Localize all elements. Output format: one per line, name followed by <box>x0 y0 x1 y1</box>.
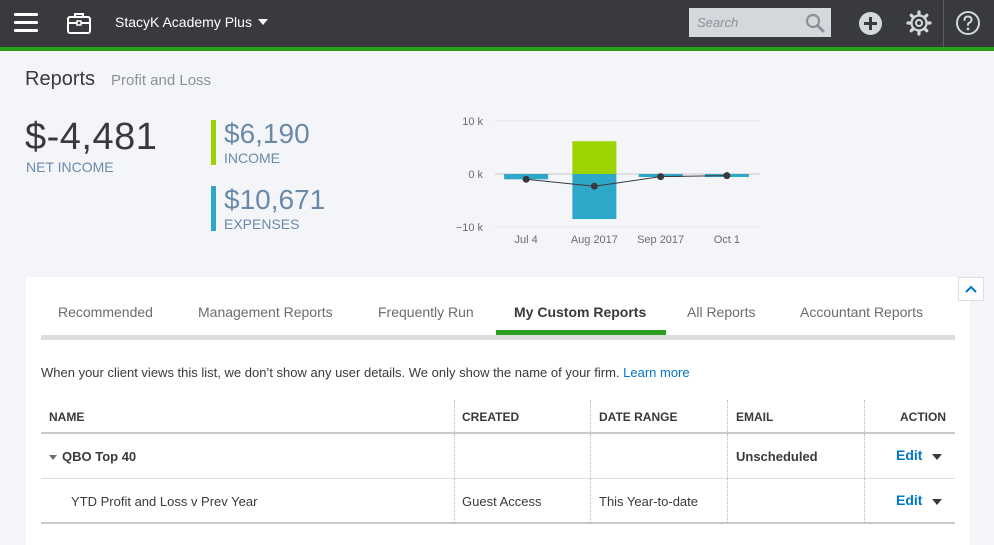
tab-my-custom-reports[interactable]: My Custom Reports <box>514 304 647 320</box>
expenses-value[interactable]: $10,671 <box>224 184 326 215</box>
collapse-button[interactable] <box>958 277 984 301</box>
column-divider <box>727 479 728 522</box>
date-range-cell: This Year-to-date <box>599 494 699 509</box>
help-icon[interactable] <box>955 10 981 36</box>
company-switcher[interactable]: StacyK Academy Plus <box>115 14 268 30</box>
net-income-line <box>526 175 727 187</box>
gear-icon[interactable] <box>906 10 932 36</box>
column-header-email[interactable]: EMAIL <box>736 410 774 424</box>
net-income-value: $-4,481 <box>25 116 158 158</box>
y-tick-label: 10 k <box>462 116 483 128</box>
learn-more-link[interactable]: Learn more <box>623 365 690 380</box>
income-label: INCOME <box>224 150 280 166</box>
edit-link[interactable]: Edit <box>896 492 923 508</box>
report-name-link[interactable]: YTD Profit and Loss v Prev Year <box>71 494 258 509</box>
tab-recommended[interactable]: Recommended <box>58 304 153 320</box>
expense-bar <box>572 174 617 220</box>
table-header: NAME CREATED DATE RANGE EMAIL ACTION <box>41 400 955 434</box>
reports-panel <box>26 277 970 545</box>
search-input[interactable] <box>689 8 831 37</box>
income-indicator-bar <box>211 120 216 165</box>
tab-all-reports[interactable]: All Reports <box>687 304 756 320</box>
group-name: QBO Top 40 <box>62 449 137 464</box>
custom-reports-table: NAME CREATED DATE RANGE EMAIL ACTION QBO… <box>41 400 955 524</box>
topbar-accent-stripe <box>0 47 994 51</box>
x-tick-label: Aug 2017 <box>571 234 618 246</box>
x-tick-label: Oct 1 <box>714 234 740 246</box>
x-tick-label: Jul 4 <box>515 234 538 246</box>
expenses-indicator-bar <box>211 186 216 231</box>
expand-collapse-icon[interactable] <box>49 455 57 460</box>
column-divider <box>454 434 455 478</box>
briefcase-icon[interactable] <box>66 10 92 36</box>
search-icon[interactable] <box>805 13 825 33</box>
created-cell: Guest Access <box>462 494 542 509</box>
edit-link[interactable]: Edit <box>896 447 923 463</box>
income-bar <box>572 141 617 174</box>
column-divider <box>864 479 865 522</box>
privacy-notice: When your client views this list, we don… <box>41 365 690 380</box>
column-header-date-range[interactable]: DATE RANGE <box>599 410 678 424</box>
net-income-label: NET INCOME <box>26 159 114 175</box>
page-subtitle: Profit and Loss <box>111 72 212 89</box>
column-divider <box>727 434 728 478</box>
tab-management-reports[interactable]: Management Reports <box>198 304 333 320</box>
column-divider <box>727 400 728 432</box>
chevron-up-icon <box>965 285 977 293</box>
x-tick-label: Sep 2017 <box>637 234 684 246</box>
table-row: YTD Profit and Loss v Prev Year Guest Ac… <box>41 479 955 524</box>
profit-loss-chart: 10 k 0 k −10 k Jul 4 Aug 2017 Sep 2017 Oct 1 <box>456 116 760 246</box>
column-divider <box>454 400 455 432</box>
net-income-point <box>590 182 598 190</box>
chevron-down-icon[interactable] <box>932 454 942 460</box>
net-income-point <box>723 172 731 180</box>
tab-accountant-reports[interactable]: Accountant Reports <box>800 304 923 320</box>
column-divider <box>454 479 455 522</box>
privacy-notice-text: When your client views this list, we don… <box>41 365 620 380</box>
income-value[interactable]: $6,190 <box>224 118 310 149</box>
company-name: StacyK Academy Plus <box>115 14 252 30</box>
column-divider <box>590 434 591 478</box>
net-income-point <box>522 175 530 183</box>
table-row-group: QBO Top 40 Unscheduled Edit <box>41 434 955 479</box>
chevron-down-icon <box>257 19 268 25</box>
column-header-name[interactable]: NAME <box>49 410 85 424</box>
active-tab-indicator <box>496 330 666 335</box>
column-divider <box>590 400 591 432</box>
expenses-label: EXPENSES <box>224 216 300 232</box>
email-status: Unscheduled <box>736 449 818 464</box>
tab-frequently-run[interactable]: Frequently Run <box>378 304 474 320</box>
y-tick-label: 0 k <box>468 169 483 181</box>
topbar-divider <box>943 0 944 47</box>
column-header-created[interactable]: CREATED <box>462 410 520 424</box>
plus-icon[interactable] <box>858 11 883 36</box>
column-divider <box>864 434 865 478</box>
y-tick-label: −10 k <box>456 222 484 234</box>
column-header-action: ACTION <box>900 410 946 424</box>
column-divider <box>864 400 865 432</box>
hamburger-icon[interactable] <box>14 13 38 33</box>
chevron-down-icon[interactable] <box>932 499 942 505</box>
net-income-point <box>657 173 665 181</box>
report-tabs: Recommended Management Reports Frequentl… <box>41 298 955 340</box>
column-divider <box>590 479 591 522</box>
page-title: Reports <box>25 68 96 90</box>
